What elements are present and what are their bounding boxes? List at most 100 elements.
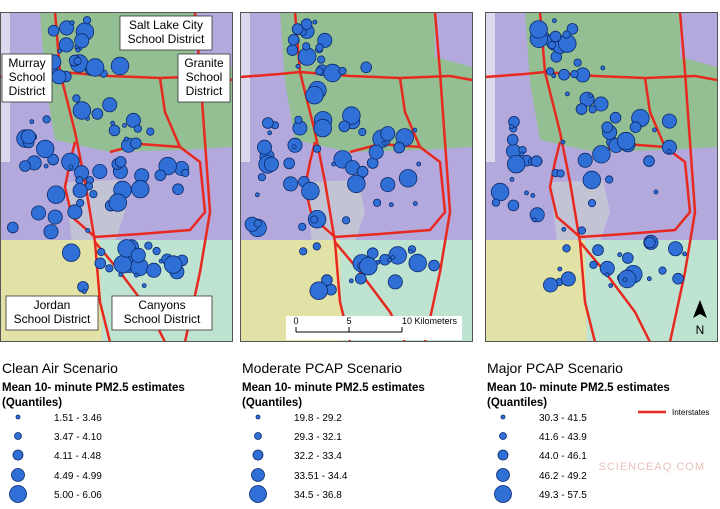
- site: [588, 93, 593, 98]
- site: [557, 266, 563, 272]
- site: [256, 139, 272, 155]
- site: [257, 173, 266, 182]
- legend-label: 5.00 - 6.06: [54, 490, 102, 501]
- legend-label: 4.11 - 4.48: [54, 451, 102, 462]
- site: [490, 182, 510, 202]
- site: [144, 241, 153, 250]
- site: [507, 154, 526, 174]
- site: [97, 247, 106, 257]
- site: [309, 281, 328, 300]
- site: [146, 262, 162, 278]
- site: [577, 152, 593, 168]
- site: [531, 217, 537, 223]
- site: [181, 168, 190, 178]
- site: [315, 43, 324, 52]
- site: [408, 249, 414, 254]
- site: [29, 119, 35, 125]
- interstate: [643, 77, 667, 148]
- scenario-title: Moderate PCAP Scenario: [242, 360, 402, 376]
- site: [412, 201, 418, 207]
- legend-symbol: [499, 432, 507, 440]
- site: [297, 47, 317, 66]
- site: [408, 253, 427, 273]
- site: [125, 112, 141, 128]
- site: [141, 283, 147, 289]
- site: [294, 115, 303, 124]
- site: [301, 181, 320, 201]
- site: [130, 137, 142, 150]
- site: [661, 113, 677, 129]
- site: [545, 67, 555, 76]
- site: [262, 117, 274, 129]
- site: [393, 141, 406, 154]
- legend-symbol: [500, 414, 506, 420]
- district-label: Jordan School District: [14, 298, 91, 326]
- legend-symbol: [11, 468, 25, 482]
- site: [390, 255, 396, 261]
- district-label: Canyons School District: [124, 298, 201, 326]
- site: [108, 124, 121, 137]
- site: [348, 278, 354, 284]
- scale-label: 5: [346, 316, 351, 326]
- site: [428, 259, 440, 272]
- site: [310, 215, 319, 224]
- map-panel: [240, 12, 473, 342]
- site: [312, 19, 318, 25]
- district-label-line: District: [9, 84, 46, 98]
- site: [331, 161, 336, 167]
- site: [549, 30, 562, 43]
- site: [658, 266, 667, 275]
- legend-symbol: [12, 449, 24, 461]
- map-frame: [240, 12, 473, 342]
- site: [172, 183, 184, 196]
- legend-symbol: [496, 468, 510, 482]
- site: [507, 199, 520, 212]
- site: [601, 121, 613, 133]
- map-frame: [485, 12, 718, 342]
- site: [566, 23, 579, 35]
- scale-bg: [286, 316, 462, 340]
- site: [661, 139, 677, 155]
- scale-label: 10 Kilometers: [402, 316, 458, 326]
- legend-label: 30.3 - 41.5: [539, 413, 587, 424]
- site: [562, 244, 571, 253]
- site: [92, 163, 108, 179]
- site: [604, 272, 610, 278]
- legend-symbol: [14, 432, 22, 440]
- site: [530, 192, 536, 198]
- site: [652, 127, 657, 133]
- site: [20, 129, 36, 145]
- interstate: [548, 141, 692, 239]
- site: [130, 247, 146, 263]
- site: [368, 144, 384, 160]
- site: [387, 274, 403, 290]
- site: [629, 121, 642, 133]
- scale-label: 0: [293, 316, 298, 326]
- site: [608, 283, 614, 288]
- site: [617, 252, 623, 258]
- site: [19, 160, 31, 172]
- site: [358, 127, 367, 137]
- site: [360, 61, 372, 74]
- district-label: Murray School District: [8, 56, 46, 98]
- site: [59, 20, 75, 36]
- legend-symbol: [255, 414, 261, 420]
- site: [313, 144, 322, 153]
- district-label-line: District: [186, 84, 223, 98]
- site: [254, 192, 260, 198]
- site: [387, 257, 392, 263]
- callout-box: [111, 295, 213, 331]
- site: [58, 37, 74, 53]
- district-label-line: School District: [14, 312, 91, 326]
- site: [47, 153, 59, 166]
- site: [47, 24, 60, 37]
- site: [146, 127, 155, 136]
- map-panel: [485, 12, 718, 342]
- site: [133, 272, 139, 278]
- site: [57, 48, 63, 54]
- site: [315, 67, 324, 76]
- site: [672, 272, 684, 285]
- site: [666, 148, 672, 154]
- site: [347, 174, 366, 194]
